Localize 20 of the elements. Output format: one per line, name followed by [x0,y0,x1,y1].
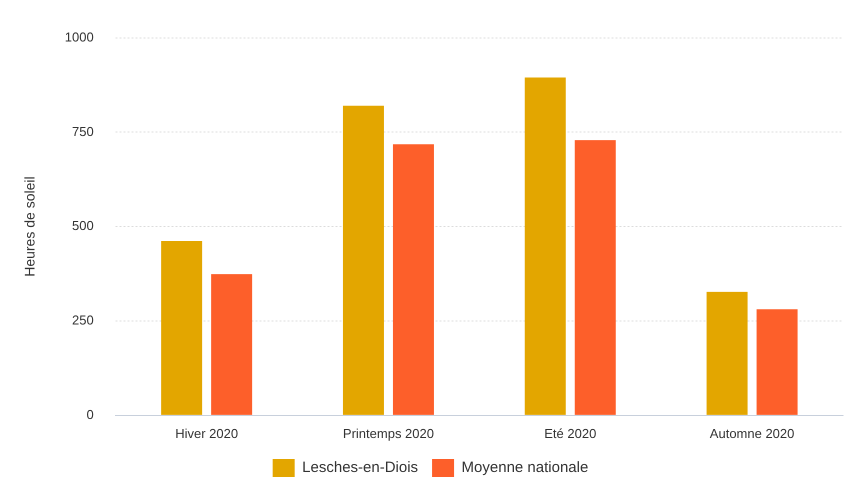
bar [706,292,748,415]
x-tick-label: Automne 2020 [710,426,794,441]
x-tick-label: Printemps 2020 [342,426,434,441]
y-tick-label: 750 [72,124,94,139]
y-axis-title: Heures de soleil [21,176,38,277]
x-tick-label: Hiver 2020 [175,426,238,441]
bar [392,144,434,415]
bar [756,309,798,415]
x-tick-label: Eté 2020 [544,426,596,441]
legend-label: Lesches-en-Diois [302,459,418,476]
bar [211,274,252,415]
y-tick-label: 0 [86,406,94,422]
bar [574,140,616,415]
bar [342,106,384,415]
y-tick-label: 1000 [64,29,94,44]
legend-label: Moyenne nationale [462,459,588,476]
bar [161,240,202,415]
y-tick-label: 500 [72,218,94,234]
y-tick-label: 250 [72,312,94,328]
bar [524,77,566,415]
